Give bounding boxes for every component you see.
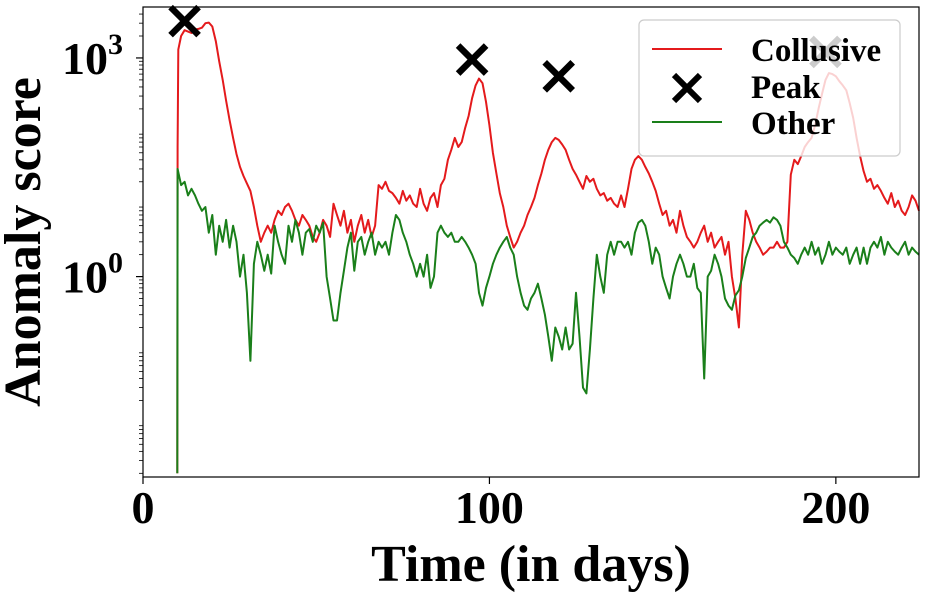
x-axis-ticks: 0 100 200 — [132, 477, 870, 533]
legend-peak-marker — [671, 72, 703, 104]
peak-marker-2 — [455, 43, 489, 76]
legend-other-label: Other — [751, 106, 835, 142]
peak-marker-1 — [168, 4, 201, 38]
peak-marker-3 — [542, 59, 576, 93]
x-tick-label-100: 100 — [455, 482, 524, 533]
x-tick-label-0: 0 — [132, 482, 155, 533]
legend-collusive-label: Collusive — [751, 33, 881, 69]
y-axis-label: Anomaly score — [0, 77, 52, 407]
legend: Collusive Peak Other — [638, 19, 901, 157]
legend-peak-label: Peak — [751, 70, 821, 106]
x-axis-label: Time (in days) — [371, 536, 691, 593]
other-series-line — [176, 167, 920, 474]
x-tick-label-200: 200 — [801, 482, 870, 533]
